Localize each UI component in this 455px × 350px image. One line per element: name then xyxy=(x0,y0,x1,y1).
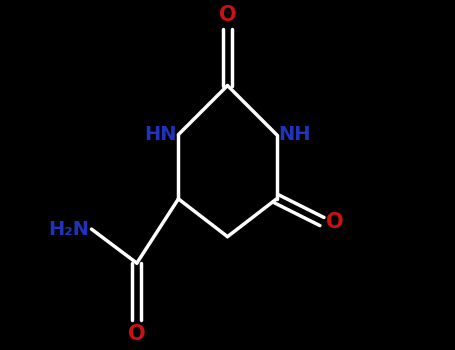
Text: NH: NH xyxy=(278,125,311,144)
Text: O: O xyxy=(326,211,344,232)
Text: HN: HN xyxy=(144,125,177,144)
Text: H₂N: H₂N xyxy=(49,219,90,239)
Text: O: O xyxy=(219,5,236,25)
Text: O: O xyxy=(128,323,146,344)
